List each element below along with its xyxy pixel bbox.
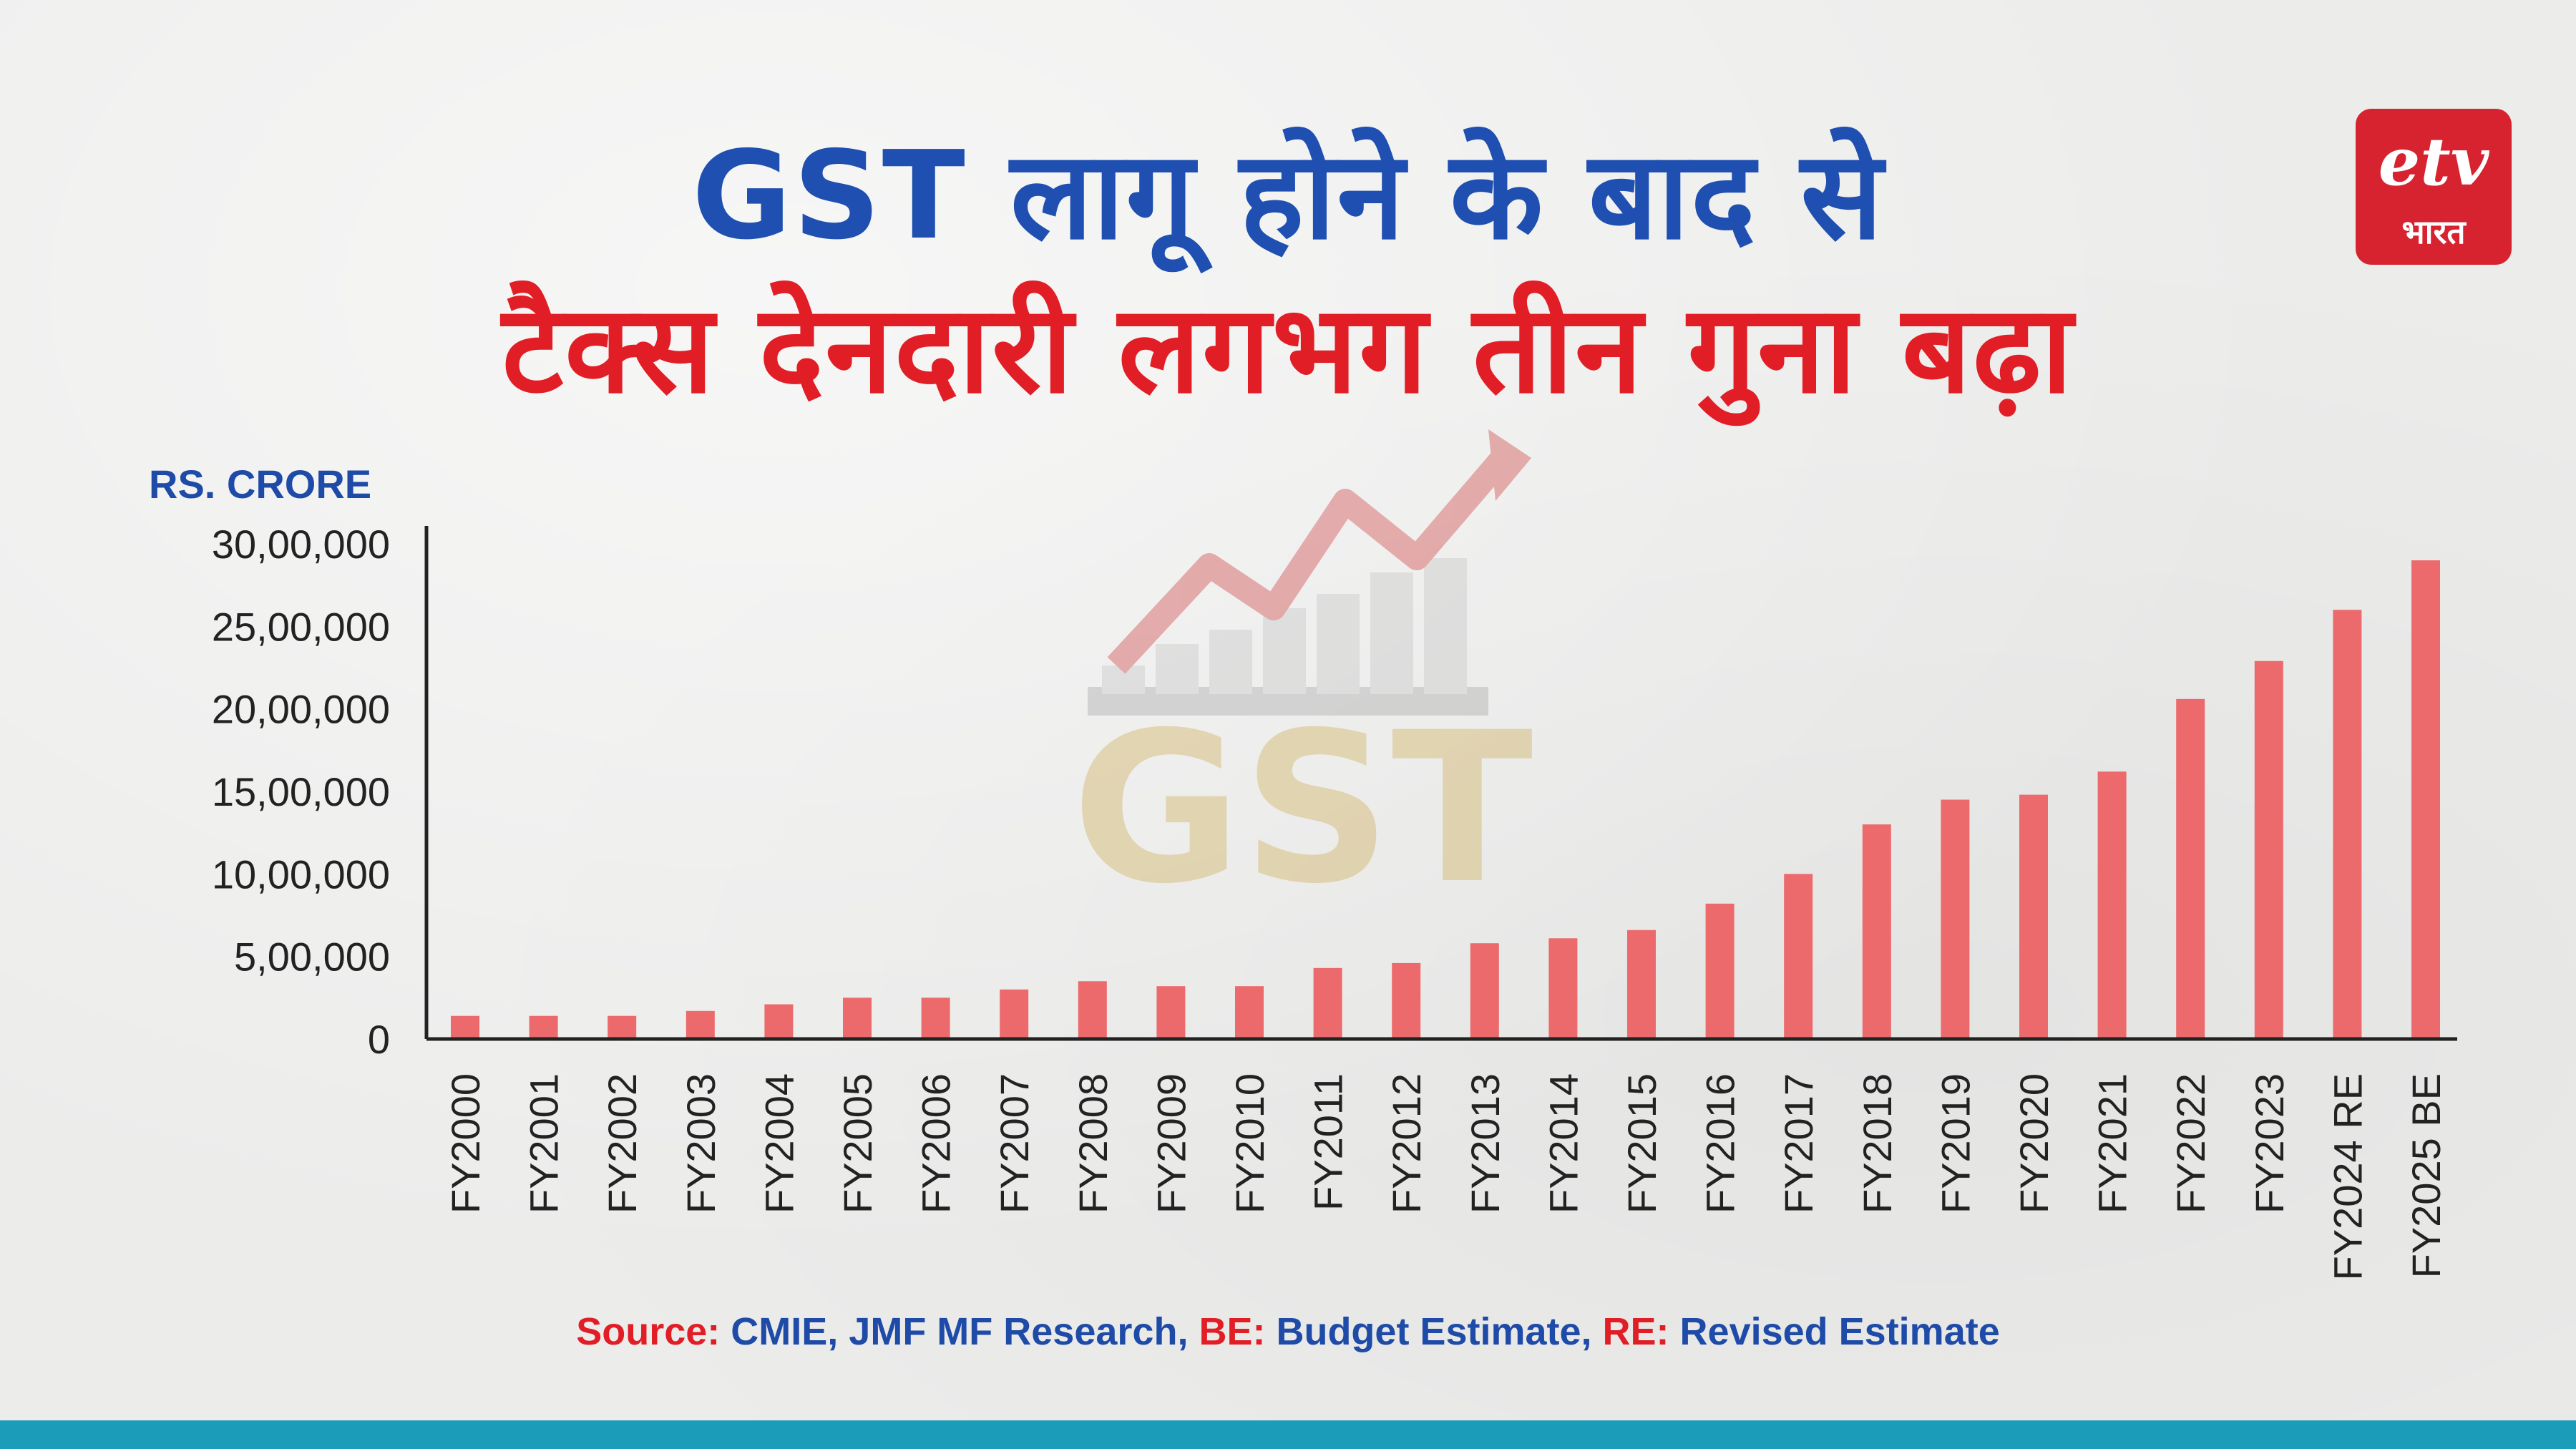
- bar-fy2024-re: [2333, 610, 2362, 1039]
- bar-fy2004: [764, 1004, 794, 1039]
- x-tick-label: FY2001: [522, 1073, 567, 1214]
- x-tick-label: FY2020: [2011, 1073, 2057, 1214]
- y-tick-label: 15,00,000: [212, 769, 390, 814]
- y-tick-label: 5,00,000: [234, 935, 390, 980]
- x-tick-label: FY2025 BE: [2404, 1073, 2449, 1278]
- gst-watermark: GST: [1072, 429, 1534, 930]
- bar-fy2021: [2097, 771, 2127, 1039]
- x-tick-label: FY2018: [1855, 1073, 1900, 1214]
- bar-fy2012: [1392, 962, 1421, 1039]
- x-tick-label: FY2010: [1227, 1073, 1272, 1214]
- x-tick-label: FY2016: [1698, 1073, 1743, 1214]
- source-part: BE:: [1199, 1310, 1266, 1353]
- logo-subtext: भारत: [2401, 213, 2466, 251]
- bar-fy2005: [843, 997, 872, 1039]
- x-tick-label: FY2022: [2168, 1073, 2213, 1214]
- logo-mark: etv: [2378, 123, 2489, 200]
- x-tick-label: FY2014: [1541, 1073, 1586, 1214]
- source-part: RE:: [1602, 1310, 1669, 1353]
- bar-fy2007: [1000, 989, 1029, 1039]
- x-tick-label: FY2004: [756, 1073, 801, 1214]
- x-tick-label: FY2012: [1384, 1073, 1429, 1214]
- x-tick-label: FY2013: [1463, 1073, 1508, 1214]
- bar-fy2003: [686, 1010, 715, 1039]
- bar-fy2025-be: [2411, 560, 2440, 1039]
- bar-fy2013: [1470, 943, 1499, 1039]
- source-part: Budget Estimate,: [1265, 1310, 1603, 1353]
- x-tick-label: FY2000: [443, 1073, 488, 1214]
- watermark-text: GST: [1072, 688, 1534, 930]
- x-tick-label: FY2015: [1619, 1073, 1664, 1214]
- x-tick-label: FY2021: [2090, 1073, 2135, 1214]
- y-axis-ticks: 0 5,00,000 10,00,000 15,00,000 20,00,000 25,0…: [212, 522, 390, 1062]
- bar-fy2006: [921, 997, 950, 1039]
- bar-fy2009: [1156, 986, 1186, 1039]
- bar-fy2019: [1941, 799, 1970, 1039]
- x-tick-label: FY2007: [992, 1073, 1037, 1214]
- etv-bharat-logo: etv भारत: [2356, 109, 2512, 265]
- y-tick-label: 0: [368, 1017, 390, 1062]
- growth-chart-arrow-icon: [1088, 429, 1531, 716]
- x-tick-label: FY2011: [1306, 1073, 1351, 1211]
- bar-fy2010: [1235, 986, 1264, 1039]
- x-tick-label: FY2019: [1933, 1073, 1978, 1214]
- y-tick-label: 20,00,000: [212, 687, 390, 732]
- source-part: CMIE, JMF MF Research,: [720, 1310, 1199, 1353]
- bar-fy2014: [1548, 938, 1578, 1039]
- x-tick-label: FY2009: [1148, 1073, 1194, 1214]
- bar-fy2011: [1313, 967, 1342, 1039]
- bar-fy2015: [1627, 930, 1656, 1039]
- x-tick-label: FY2006: [914, 1073, 959, 1214]
- y-tick-label: 25,00,000: [212, 604, 390, 649]
- y-axis-unit-label: RS. CRORE: [149, 462, 371, 507]
- source-part: Source:: [576, 1310, 721, 1353]
- bottom-accent-bar: [0, 1420, 2576, 1449]
- bar-fy2022: [2176, 698, 2205, 1039]
- bars: [451, 560, 2440, 1039]
- bar-fy2016: [1705, 903, 1735, 1039]
- x-tick-label: FY2017: [1776, 1073, 1821, 1214]
- bar-fy2001: [529, 1015, 558, 1039]
- source-note: Source: CMIE, JMF MF Research, BE: Budge…: [0, 1309, 2576, 1354]
- x-tick-label: FY2002: [600, 1073, 645, 1214]
- headline-line-2: टैक्स देनदारी लगभग तीन गुना बढ़ा: [502, 279, 2074, 421]
- x-tick-label: FY2023: [2247, 1073, 2292, 1214]
- x-tick-label: FY2024 RE: [2325, 1073, 2370, 1281]
- bar-fy2023: [2254, 660, 2283, 1039]
- y-tick-label: 30,00,000: [212, 522, 390, 567]
- bar-fy2008: [1078, 981, 1107, 1039]
- x-tick-label: FY2008: [1070, 1073, 1116, 1214]
- bar-fy2020: [2019, 794, 2048, 1039]
- x-tick-label: FY2003: [678, 1073, 723, 1214]
- x-axis-labels: FY2000 FY2001 FY2002 FY2003 FY2004 FY2005 FY20…: [443, 1073, 2449, 1281]
- y-tick-label: 10,00,000: [212, 852, 390, 897]
- source-part: Revised Estimate: [1669, 1310, 2000, 1353]
- x-tick-label: FY2005: [835, 1073, 880, 1214]
- bar-fy2018: [1862, 824, 1891, 1039]
- bar-fy2017: [1784, 874, 1813, 1039]
- headline-line-1: GST लागू होने के बाद से: [691, 125, 1885, 267]
- bar-fy2002: [608, 1015, 637, 1039]
- bar-fy2000: [451, 1015, 479, 1039]
